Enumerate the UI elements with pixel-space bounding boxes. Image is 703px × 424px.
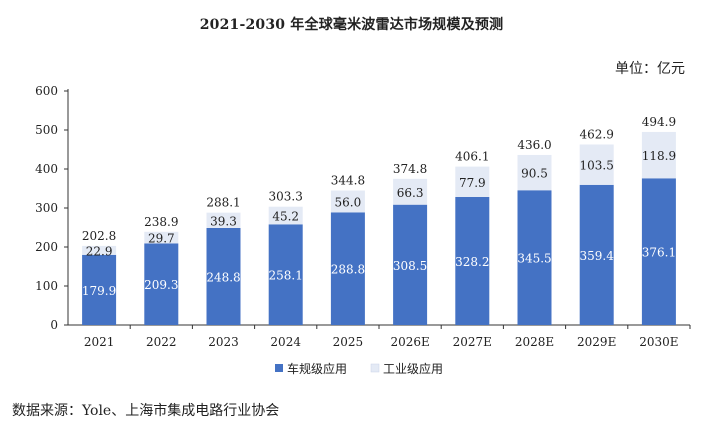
y-tick-label: 100 [35,279,58,293]
data-label-vehicle: 258.1 [269,269,303,283]
data-label-industrial: 66.3 [397,186,424,200]
x-tick-label: 2021 [84,335,115,349]
bar-vehicle-2023 [206,227,241,325]
bar-vehicle-2027E [455,197,490,325]
data-label-vehicle: 179.9 [82,284,116,298]
x-tick-label: 2029E [577,335,616,349]
bar-industrial-2027E [455,166,490,198]
bar-vehicle-2026E [393,204,428,325]
bar-industrial-2028E [517,154,552,191]
data-label-total: 288.1 [206,196,240,210]
x-tick-label: 2022 [146,335,177,349]
x-tick-label: 2026E [390,335,429,349]
bar-industrial-2022 [144,231,179,244]
data-label-vehicle: 248.8 [206,270,240,284]
legend-label-vehicle: 车规级应用 [287,361,347,376]
bar-vehicle-2029E [579,184,614,325]
bar-vehicle-2030E [641,178,676,325]
data-label-industrial: 103.5 [580,159,614,173]
data-source-note: 数据来源：Yole、上海市集成电路行业协会 [12,403,280,419]
x-tick-label: 2024 [270,335,301,349]
y-tick-label: 300 [35,201,58,215]
data-label-total: 406.1 [455,150,489,164]
data-label-total: 462.9 [580,127,614,141]
data-label-industrial: 22.9 [86,244,113,258]
legend-swatch-vehicle [275,364,283,372]
data-label-total: 202.8 [82,229,116,243]
bar-industrial-2023 [206,212,241,228]
data-label-total: 374.8 [393,162,427,176]
legend-label-industrial: 工业级应用 [383,361,443,376]
bar-vehicle-2021 [82,254,117,325]
data-label-vehicle: 376.1 [642,246,676,260]
bar-industrial-2024 [268,206,303,225]
data-label-total: 344.8 [331,174,365,188]
data-label-total: 303.3 [269,190,303,204]
x-tick-label: 2025 [333,335,364,349]
x-tick-label: 2027E [453,335,492,349]
data-label-vehicle: 345.5 [517,252,551,266]
bar-vehicle-2025 [330,212,365,325]
bar-vehicle-2024 [268,224,303,325]
bar-industrial-2025 [330,190,365,213]
y-tick-label: 500 [35,123,58,137]
data-label-vehicle: 209.3 [144,278,178,292]
x-tick-label: 2028E [515,335,554,349]
data-label-industrial: 45.2 [272,210,299,224]
data-label-industrial: 118.9 [642,149,676,163]
data-label-total: 436.0 [517,138,551,152]
x-tick-label: 2023 [208,335,239,349]
data-label-vehicle: 328.2 [455,255,489,269]
bar-industrial-2029E [579,144,614,185]
data-label-industrial: 56.0 [335,195,362,209]
unit-label: 单位：亿元 [615,61,685,77]
x-tick-label: 2030E [639,335,678,349]
y-tick-label: 600 [35,84,58,98]
data-label-vehicle: 308.5 [393,259,427,273]
data-label-total: 238.9 [144,215,178,229]
data-label-industrial: 77.9 [459,176,486,190]
data-label-industrial: 39.3 [210,214,237,228]
legend-swatch-industrial [370,363,380,373]
data-label-industrial: 29.7 [148,232,175,246]
y-tick-label: 400 [35,162,58,176]
y-tick-label: 0 [50,318,58,332]
bar-vehicle-2022 [144,243,179,325]
data-label-industrial: 90.5 [521,167,548,181]
y-tick-label: 200 [35,240,58,254]
data-label-total: 494.9 [642,115,676,129]
bar-vehicle-2028E [517,190,552,325]
bar-industrial-2030E [641,131,676,179]
bar-industrial-2026E [393,178,428,205]
bar-industrial-2021 [82,245,117,255]
chart-title: 2021-2030 年全球毫米波雷达市场规模及预测 [199,17,504,33]
data-label-vehicle: 359.4 [580,249,615,263]
data-label-vehicle: 288.8 [331,263,365,277]
